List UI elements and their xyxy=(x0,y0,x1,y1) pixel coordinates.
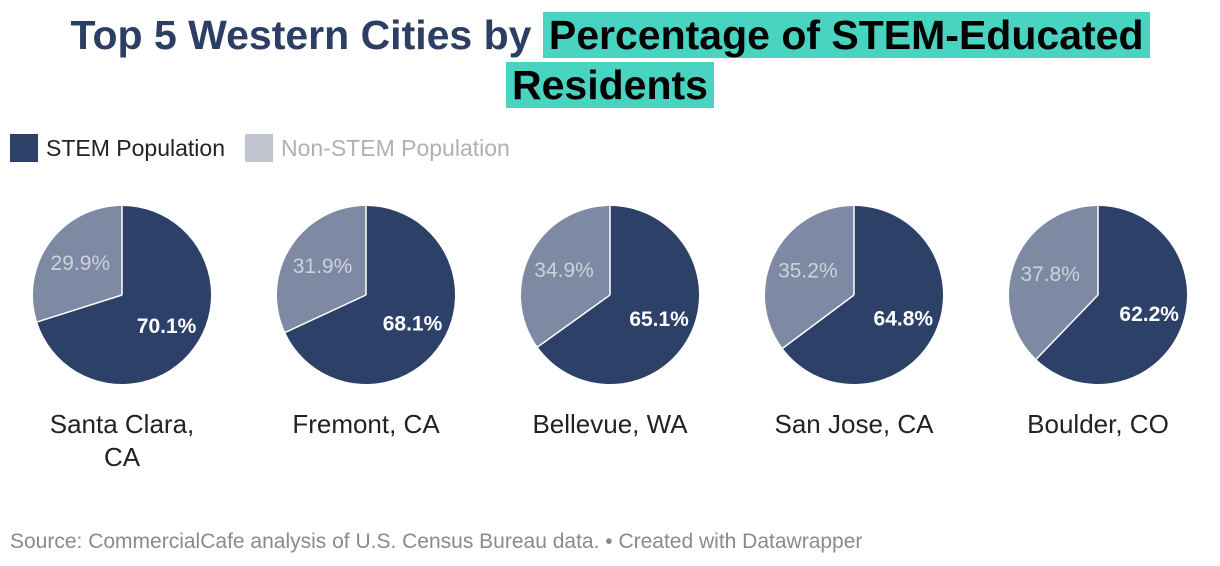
legend-label-stem: STEM Population xyxy=(46,135,225,161)
non-stem-slice xyxy=(276,206,366,333)
non-stem-slice xyxy=(1009,206,1098,360)
title-highlight: Percentage of STEM-Educated Residents xyxy=(506,12,1150,108)
stem-value-label: 64.8% xyxy=(874,307,934,330)
non-stem-value-label: 29.9% xyxy=(51,252,111,275)
pie-svg: 70.1% 29.9% xyxy=(32,206,212,384)
pie-svg: 62.2% 37.8% xyxy=(1009,206,1187,384)
stem-value-label: 70.1% xyxy=(137,315,197,338)
pie-svg: 64.8% 35.2% xyxy=(765,206,943,384)
stem-slice xyxy=(782,206,943,384)
legend-item-non-stem: Non-STEM Population xyxy=(244,134,510,162)
stem-slice xyxy=(537,206,699,384)
chart-title: Top 5 Western Cities by Percentage of ST… xyxy=(0,10,1220,110)
city-label: San Jose, CA xyxy=(774,409,934,439)
title-plain: Top 5 Western Cities by xyxy=(70,12,532,58)
slice-divider xyxy=(284,294,367,334)
pie-chart-santa-clara: 70.1% 29.9% Santa Clara, CA xyxy=(0,204,244,474)
pie-chart-san-jose: 64.8% 35.2% San Jose, CA xyxy=(732,204,976,441)
non-stem-value-label: 35.2% xyxy=(778,259,838,282)
non-stem-value-label: 34.9% xyxy=(534,259,594,282)
non-stem-value-label: 31.9% xyxy=(293,255,353,278)
slice-divider xyxy=(782,294,855,349)
non-stem-slice xyxy=(32,206,122,322)
pie-svg: 65.1% 34.9% xyxy=(521,206,699,384)
stem-value-label: 65.1% xyxy=(629,308,689,331)
legend-label-non-stem: Non-STEM Population xyxy=(280,135,510,161)
slice-divider xyxy=(537,294,611,348)
non-stem-value-label: 37.8% xyxy=(1020,263,1080,286)
stem-slice xyxy=(285,206,455,384)
pie-chart-boulder: 62.2% 37.8% Boulder, CO xyxy=(976,204,1220,441)
legend-swatch-non-stem xyxy=(244,134,273,162)
non-stem-slice xyxy=(765,206,854,349)
pie-chart-fremont: 68.1% 31.9% Fremont, CA xyxy=(244,204,488,441)
city-label: Bellevue, WA xyxy=(532,409,688,439)
legend: STEM Population Non-STEM Population xyxy=(10,134,530,162)
legend-item-stem: STEM Population xyxy=(10,134,225,162)
slice-divider xyxy=(36,294,123,323)
city-label: Boulder, CO xyxy=(1027,409,1169,439)
stem-slice xyxy=(1036,206,1187,384)
source-note: Source: CommercialCafe analysis of U.S. … xyxy=(10,530,863,553)
slice-divider xyxy=(1035,294,1099,360)
stem-slice xyxy=(37,206,212,384)
non-stem-slice xyxy=(521,206,610,347)
city-label: Santa Clara, CA xyxy=(49,409,195,472)
stem-value-label: 62.2% xyxy=(1119,303,1179,326)
city-label: Fremont, CA xyxy=(292,409,440,439)
pie-svg: 68.1% 31.9% xyxy=(276,206,455,384)
stem-value-label: 68.1% xyxy=(383,312,443,335)
pie-chart-bellevue: 65.1% 34.9% Bellevue, WA xyxy=(488,204,732,441)
legend-swatch-stem xyxy=(10,134,38,162)
